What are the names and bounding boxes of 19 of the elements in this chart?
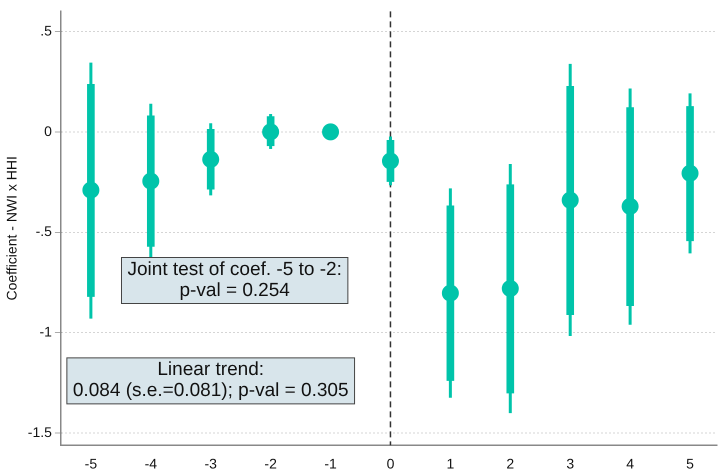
x-tick-label: -5 — [84, 455, 98, 472]
y-tick-label: -.5 — [36, 223, 52, 240]
y-tick-label: -1 — [39, 324, 52, 340]
x-tick-label: 2 — [506, 455, 514, 472]
y-tick-label: -1.5 — [28, 424, 52, 440]
annotation: Linear trend: 0.084 (s.e.=0.081); p-val = 0.305 — [72, 359, 349, 402]
x-tick-label: 3 — [566, 455, 574, 472]
x-tick-label: -3 — [204, 455, 218, 472]
annotation: Joint test of coef. -5 to -2: p-val = 0.254 — [127, 258, 342, 301]
x-tick-label: -2 — [264, 455, 278, 472]
x-tick-label: 1 — [446, 455, 454, 472]
x-tick-label: 4 — [626, 455, 634, 472]
y-axis-title: Coefficient - NWI x HHI — [3, 156, 20, 301]
x-tick-label: 5 — [686, 455, 694, 472]
y-tick-label: .5 — [40, 22, 52, 38]
y-tick-label: 0 — [44, 122, 52, 139]
x-tick-label: 0 — [386, 455, 395, 472]
x-tick-label: -4 — [144, 455, 158, 472]
x-tick-label: -1 — [324, 455, 337, 472]
